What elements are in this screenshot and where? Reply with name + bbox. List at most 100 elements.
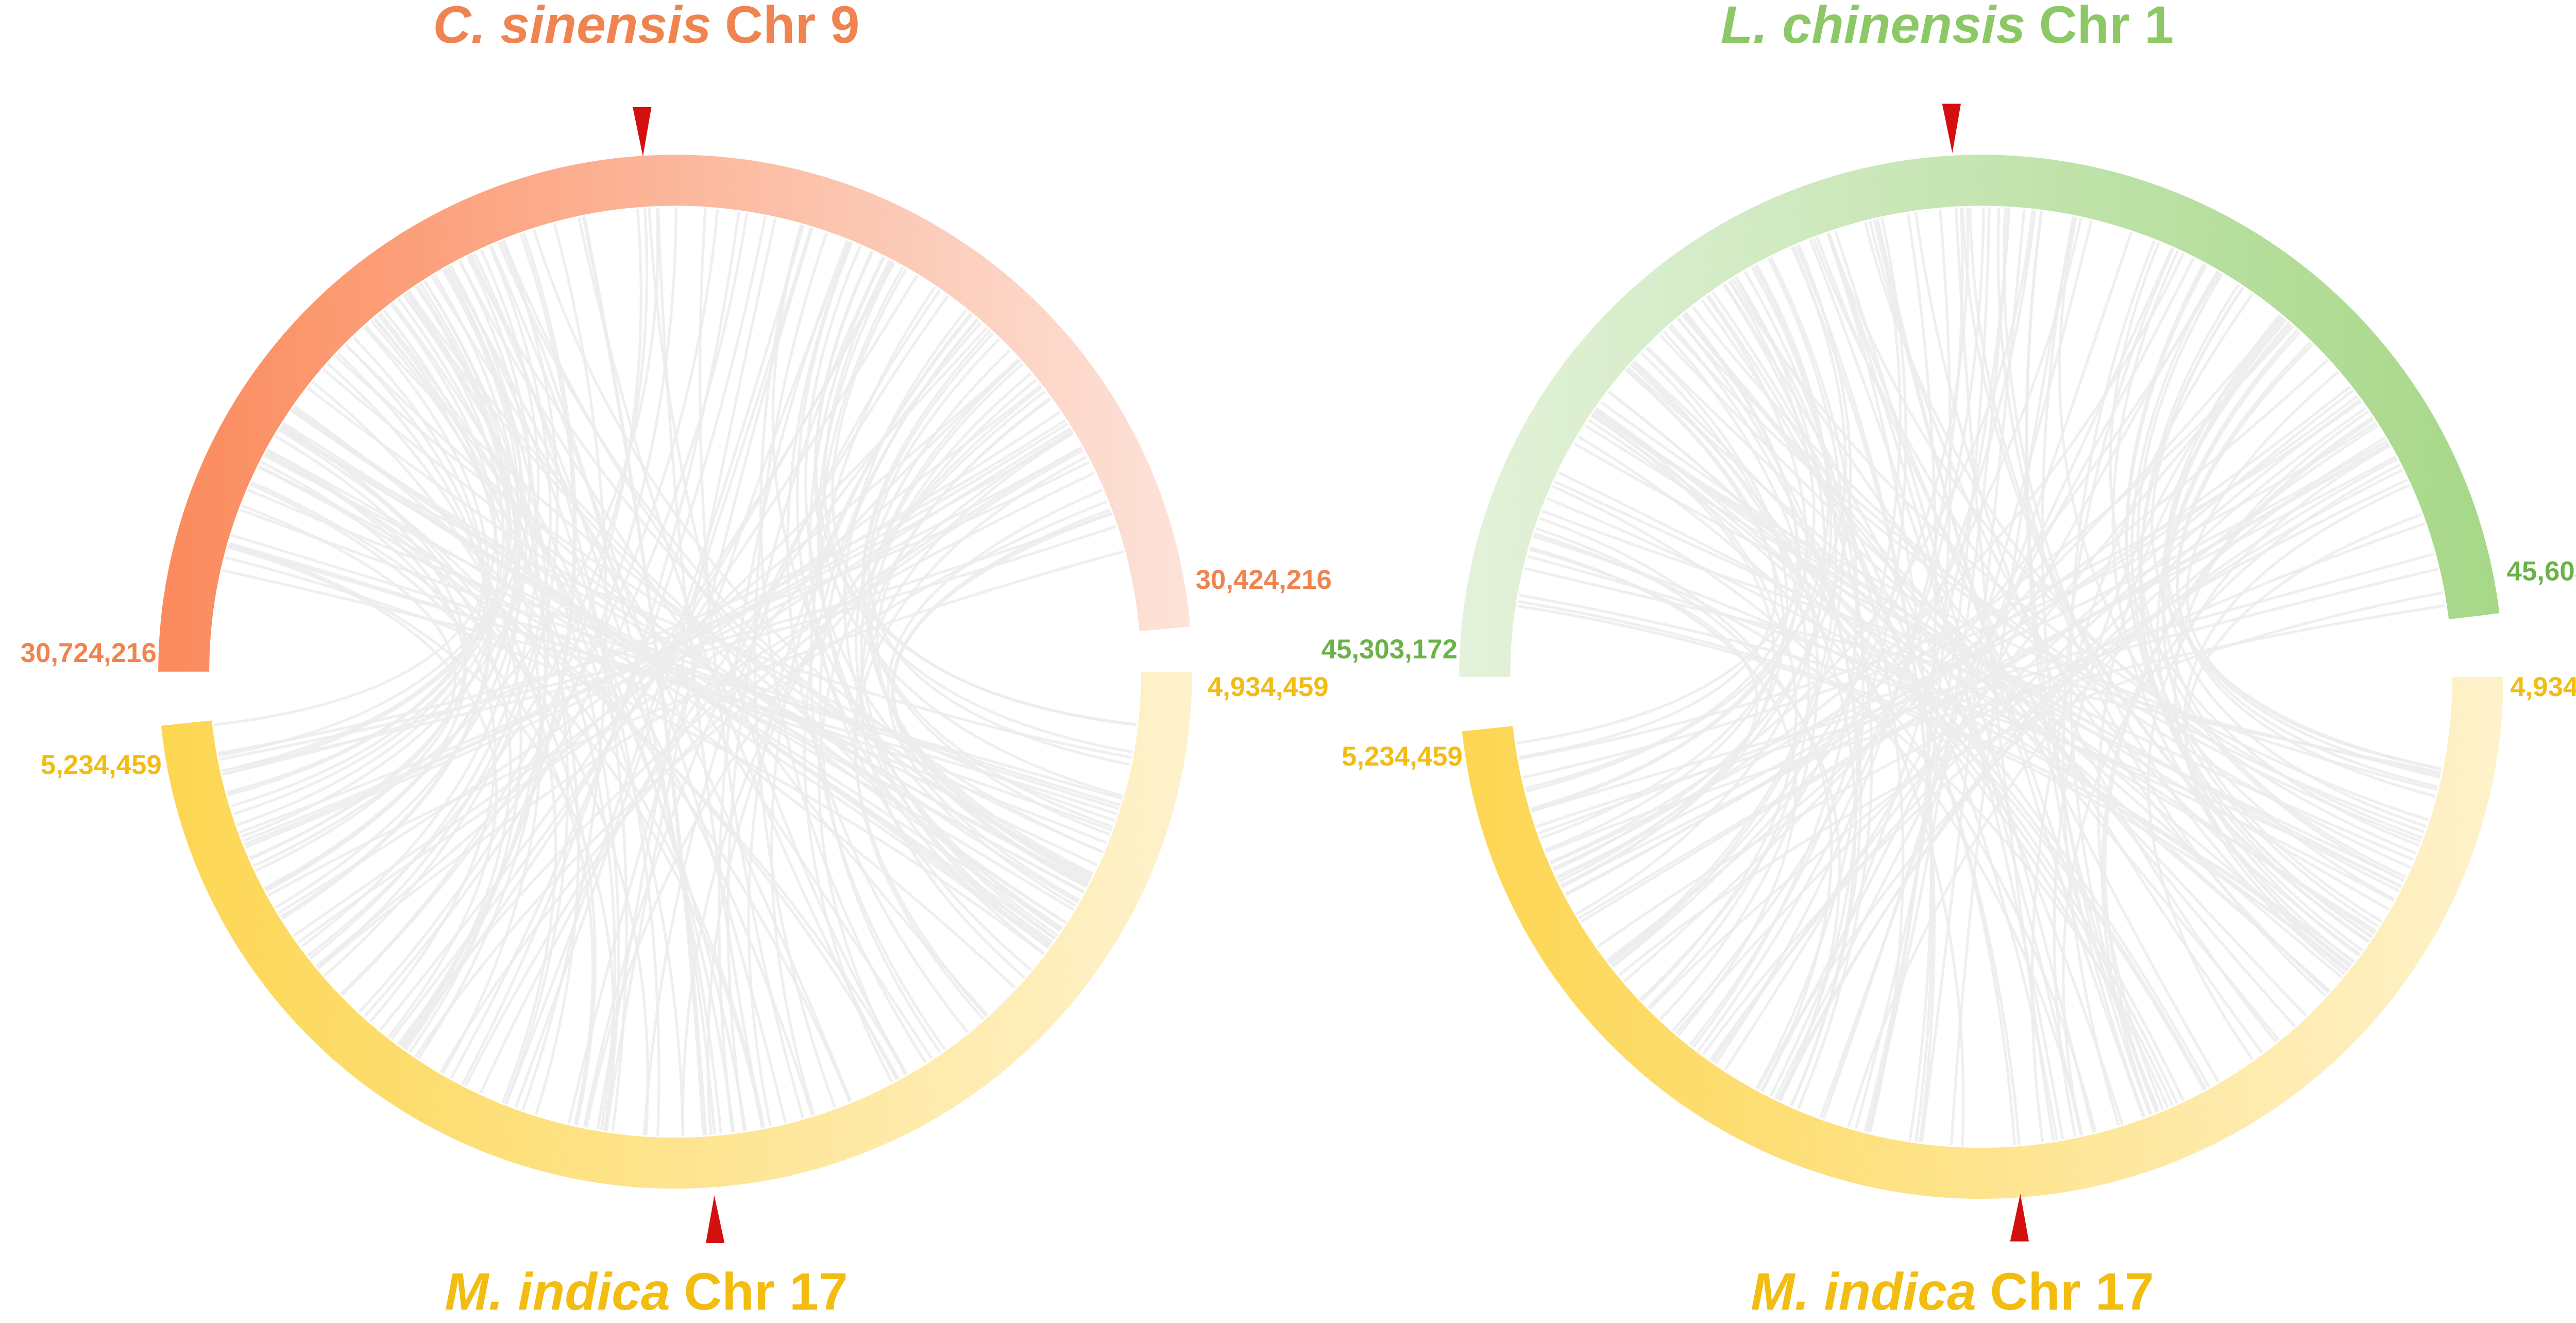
coordinate-label: 5,234,459	[1342, 741, 1463, 772]
marker	[633, 107, 652, 157]
link	[817, 261, 1061, 932]
link	[2161, 317, 2406, 878]
link	[327, 362, 522, 1054]
link	[1606, 315, 2282, 962]
marker	[706, 1195, 725, 1243]
link	[2062, 463, 2401, 1136]
link	[265, 452, 900, 1080]
link	[862, 332, 1111, 836]
link	[266, 448, 649, 1135]
link	[808, 256, 1032, 971]
link	[843, 309, 1058, 937]
link	[1633, 360, 2211, 1088]
link	[583, 295, 949, 1127]
link	[222, 419, 1066, 776]
top-title: L. chinensis Chr 1	[1721, 0, 2174, 54]
coordinate-label: 45,303,172	[1321, 634, 1458, 665]
link	[228, 543, 615, 1131]
chromosome: Chr 1	[2039, 0, 2174, 54]
link	[868, 338, 1130, 766]
link	[2150, 286, 2442, 770]
coordinate-label: 5,234,459	[41, 750, 162, 781]
link	[1533, 535, 2352, 966]
link	[1558, 471, 2377, 932]
link	[1595, 407, 2179, 1104]
link	[225, 556, 1045, 956]
link	[2109, 242, 2420, 847]
link	[831, 268, 1137, 726]
link	[2165, 319, 2427, 828]
species: M. indica	[1751, 1262, 1976, 1321]
link	[281, 344, 493, 920]
link	[267, 550, 1124, 897]
link	[222, 256, 532, 776]
link	[214, 303, 497, 726]
link	[642, 289, 941, 1135]
coordinate-label: 45,603,172	[2507, 556, 2576, 586]
link	[1545, 604, 2446, 854]
link	[887, 488, 1103, 902]
link	[231, 534, 1123, 800]
link	[340, 209, 642, 995]
link	[1584, 424, 2402, 888]
link	[258, 465, 1016, 989]
link	[1623, 272, 2221, 982]
link	[1709, 398, 2361, 1061]
coordinate-label: 4,934,459	[2510, 672, 2576, 702]
link	[222, 569, 1118, 816]
link	[1560, 414, 1776, 887]
arcs	[158, 155, 2503, 1199]
link	[244, 411, 1061, 846]
link	[1531, 264, 1829, 812]
link	[1594, 409, 2400, 892]
link	[2125, 263, 2373, 938]
link	[219, 512, 1112, 761]
chromosome: Chr 17	[684, 1262, 848, 1321]
link	[1536, 567, 2438, 828]
link	[1518, 368, 1777, 759]
chromosome-arc	[1459, 155, 2500, 677]
link	[2140, 283, 2380, 928]
link	[390, 275, 919, 1040]
link	[1526, 246, 1847, 793]
links	[214, 207, 2446, 1146]
link	[228, 545, 1112, 832]
link	[1683, 313, 2307, 1017]
chromosome-arc	[158, 155, 1191, 672]
link	[241, 249, 540, 838]
link	[1612, 217, 2082, 969]
link	[854, 455, 1088, 1020]
link	[1519, 400, 2362, 760]
link	[803, 318, 979, 1083]
link	[266, 448, 1049, 949]
link	[596, 218, 777, 1130]
link	[2165, 314, 2441, 778]
link	[1552, 485, 2083, 1135]
link	[706, 386, 1043, 1135]
link	[2161, 331, 2383, 923]
link	[226, 336, 485, 794]
top-title: C. sinensis Chr 9	[433, 0, 859, 54]
link	[1540, 312, 1801, 840]
link	[316, 245, 552, 969]
coordinate-label: 30,424,216	[1196, 565, 1332, 595]
link	[282, 421, 1062, 931]
link	[804, 245, 1088, 887]
link	[1522, 422, 2377, 779]
link	[532, 229, 1104, 854]
link	[1577, 435, 2097, 1132]
marker	[2010, 1194, 2029, 1242]
marker	[1942, 104, 1961, 154]
link	[2137, 273, 2405, 882]
link	[1517, 604, 2349, 971]
link	[392, 302, 685, 1136]
link	[397, 446, 1082, 1045]
link	[823, 259, 1133, 754]
link	[293, 384, 1042, 937]
link	[1538, 439, 2388, 835]
link	[2024, 211, 2146, 1117]
link	[1649, 478, 2408, 1010]
link	[1607, 391, 2207, 1090]
